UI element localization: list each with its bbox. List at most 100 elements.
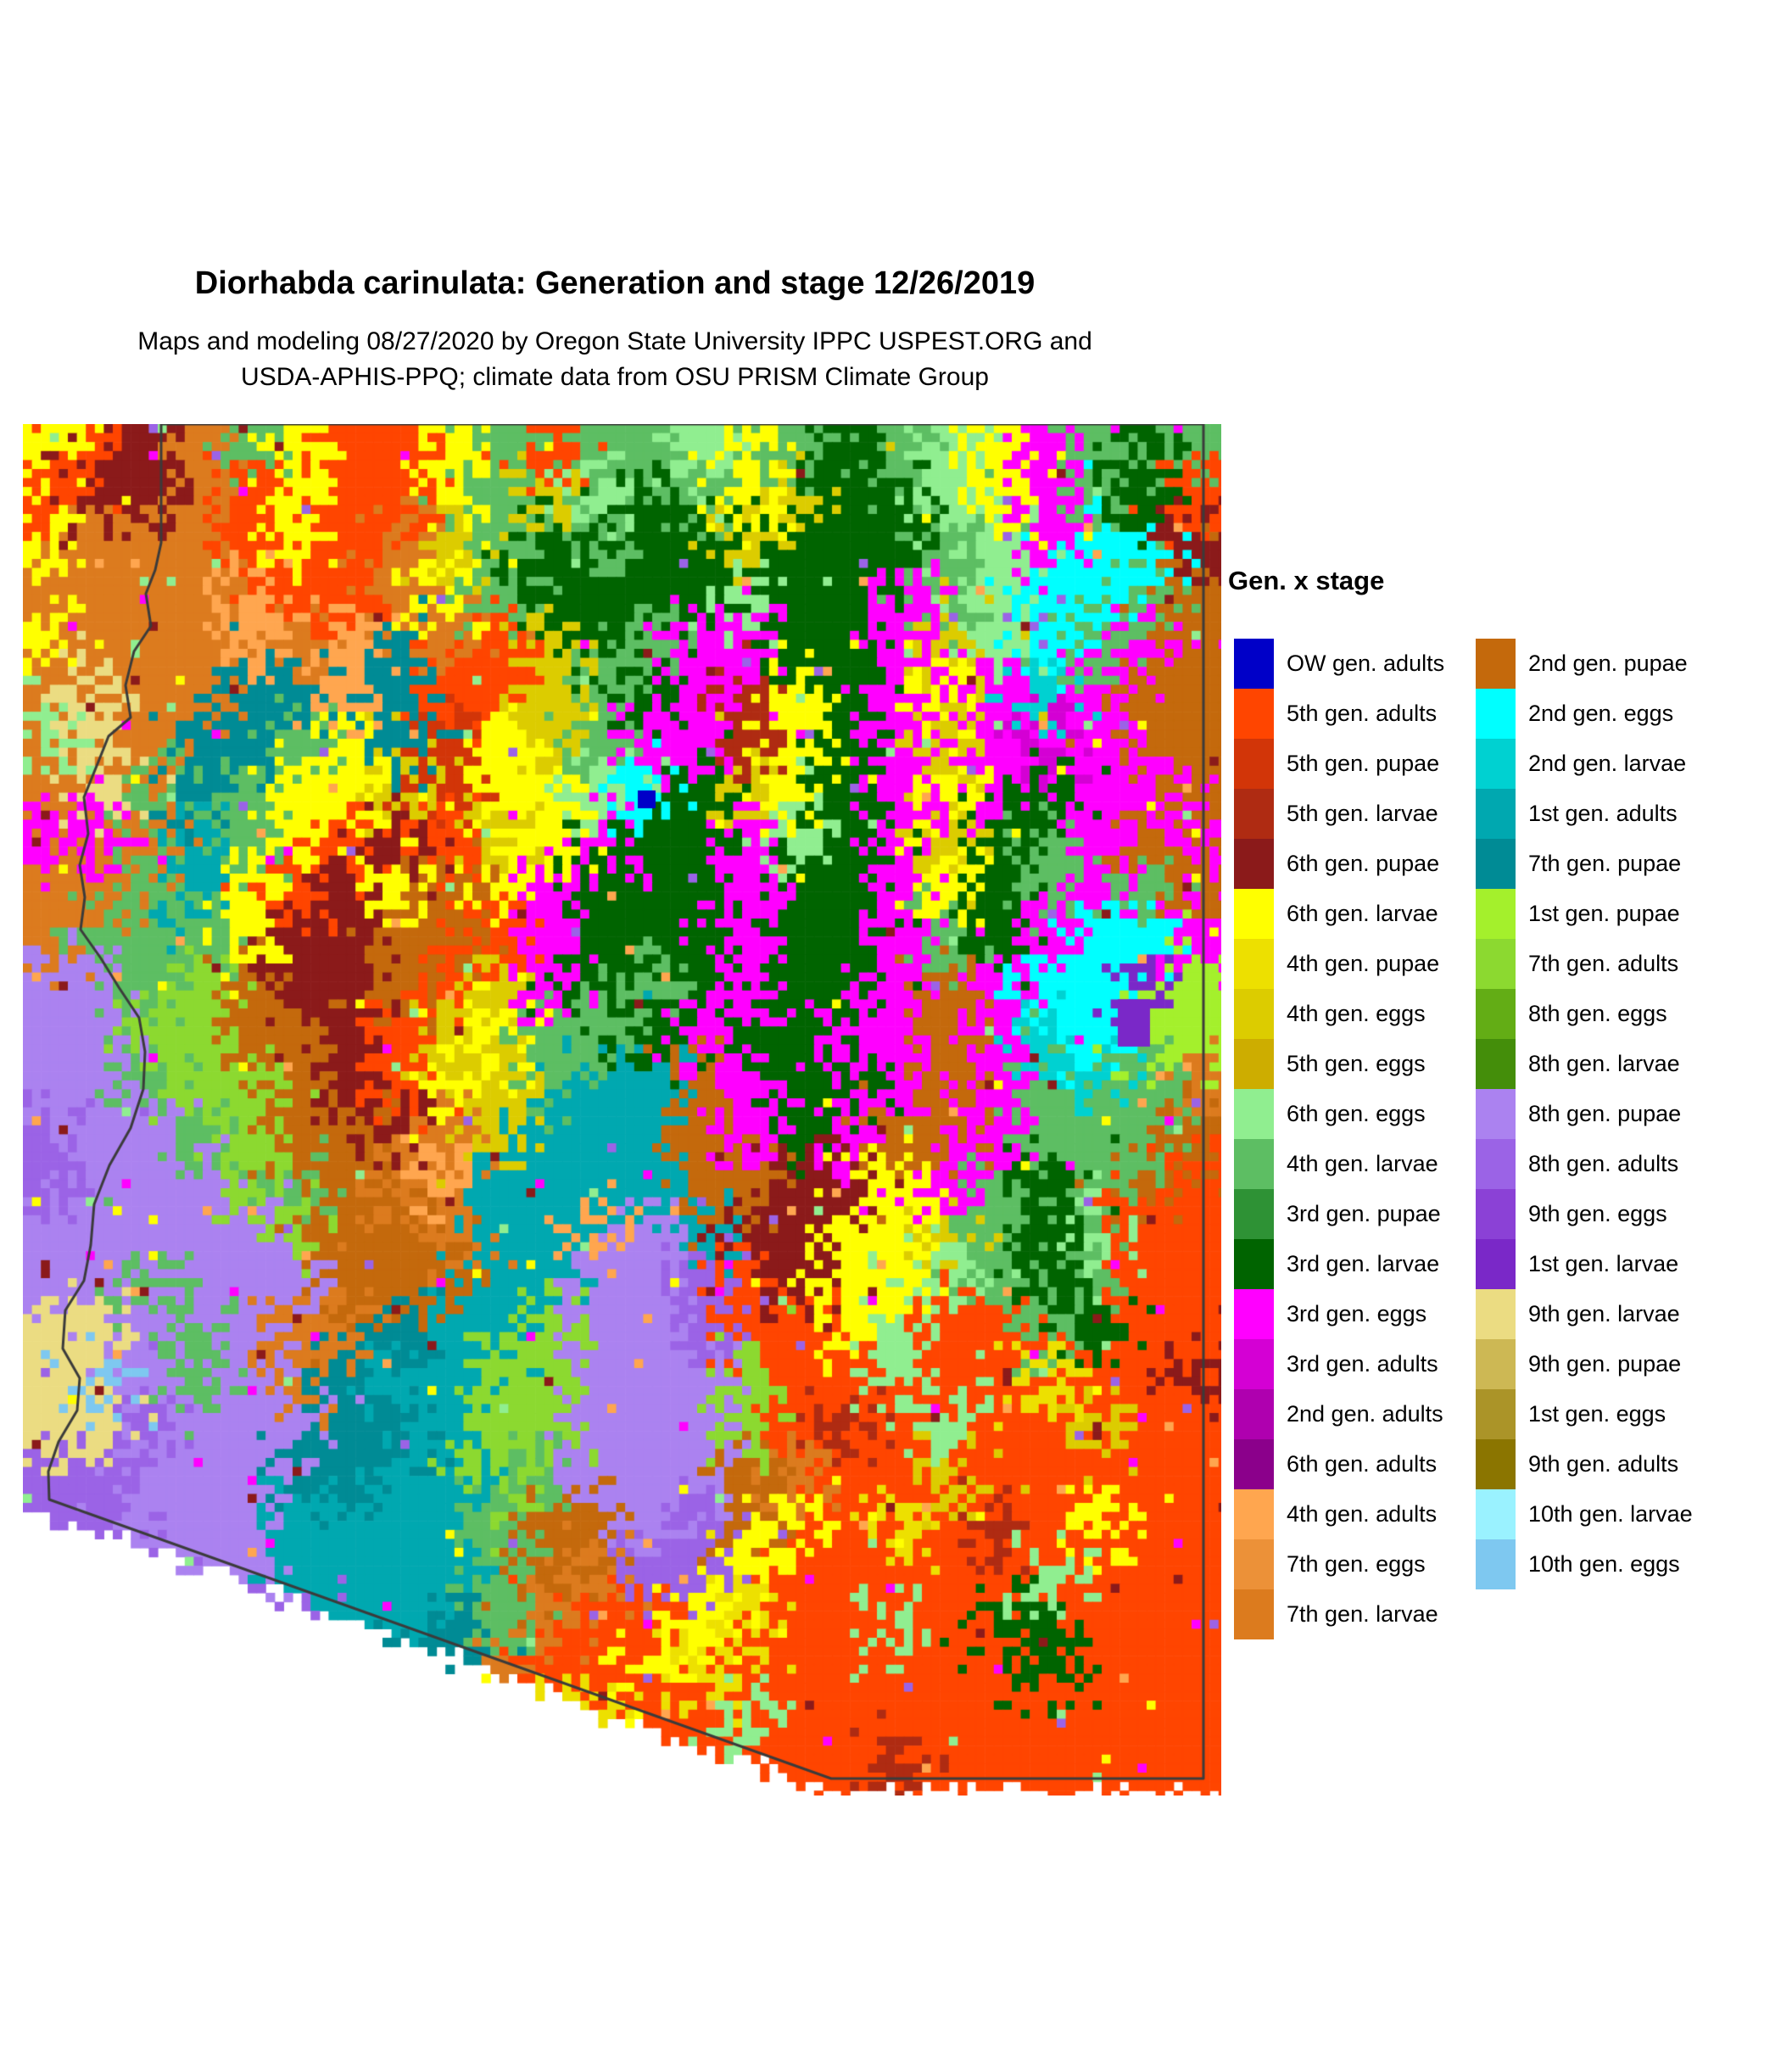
legend-swatch — [1476, 1289, 1516, 1339]
legend-item: 2nd gen. larvae — [1476, 739, 1693, 789]
legend-item: 1st gen. adults — [1476, 789, 1693, 839]
legend-swatch — [1234, 1289, 1274, 1339]
legend-item: 3rd gen. larvae — [1234, 1239, 1444, 1289]
legend-swatch — [1234, 1389, 1274, 1439]
legend-item: 4th gen. eggs — [1234, 989, 1444, 1039]
legend-swatch — [1476, 1539, 1516, 1589]
header: Diorhabda carinulata: Generation and sta… — [25, 265, 1204, 395]
legend-column: 2nd gen. pupae 2nd gen. eggs 2nd gen. larv… — [1476, 639, 1693, 1589]
legend-swatch — [1476, 839, 1516, 889]
legend-swatch — [1476, 939, 1516, 989]
legend-item: 3rd gen. pupae — [1234, 1189, 1444, 1239]
legend-item: 10th gen. eggs — [1476, 1539, 1693, 1589]
legend-item: 9th gen. larvae — [1476, 1289, 1693, 1339]
legend-item: 10th gen. larvae — [1476, 1489, 1693, 1539]
legend-item-label: 7th gen. eggs — [1287, 1551, 1426, 1577]
legend-swatch — [1476, 689, 1516, 739]
legend-item: 7th gen. adults — [1476, 939, 1693, 989]
legend-swatch — [1234, 1239, 1274, 1289]
legend-item: 3rd gen. eggs — [1234, 1289, 1444, 1339]
legend-item: 6th gen. adults — [1234, 1439, 1444, 1489]
legend-item-label: 3rd gen. pupae — [1287, 1201, 1441, 1226]
legend-item-label: 10th gen. larvae — [1528, 1501, 1693, 1527]
legend-item: OW gen. adults — [1234, 639, 1444, 689]
legend-swatch — [1476, 1239, 1516, 1289]
legend-item: 4th gen. pupae — [1234, 939, 1444, 989]
legend: Gen. x stage OW gen. adults 5th gen. adul… — [1228, 566, 1771, 1639]
legend-item-label: OW gen. adults — [1287, 651, 1445, 676]
legend-swatch — [1476, 1489, 1516, 1539]
subtitle-line-2: USDA-APHIS-PPQ; climate data from OSU PR… — [241, 363, 989, 391]
legend-item: 8th gen. larvae — [1476, 1039, 1693, 1089]
legend-item-label: 4th gen. eggs — [1287, 1001, 1426, 1026]
legend-swatch — [1234, 739, 1274, 789]
subtitle-line-1: Maps and modeling 08/27/2020 by Oregon S… — [137, 327, 1092, 355]
legend-item-label: 5th gen. eggs — [1287, 1051, 1426, 1076]
legend-item-label: 6th gen. pupae — [1287, 851, 1440, 876]
legend-swatch — [1234, 1089, 1274, 1139]
legend-item-label: 9th gen. eggs — [1528, 1201, 1667, 1226]
legend-swatch — [1476, 1389, 1516, 1439]
legend-item: 4th gen. adults — [1234, 1489, 1444, 1539]
legend-item: 1st gen. pupae — [1476, 889, 1693, 939]
legend-item-label: 8th gen. adults — [1528, 1151, 1679, 1176]
legend-swatch — [1234, 989, 1274, 1039]
legend-swatch — [1234, 639, 1274, 689]
legend-item: 2nd gen. pupae — [1476, 639, 1693, 689]
legend-swatch — [1476, 1039, 1516, 1089]
legend-item-label: 1st gen. eggs — [1528, 1401, 1667, 1427]
legend-swatch — [1234, 1539, 1274, 1589]
legend-swatch — [1476, 1439, 1516, 1489]
legend-item: 1st gen. larvae — [1476, 1239, 1693, 1289]
legend-item-label: 7th gen. adults — [1528, 951, 1679, 976]
legend-item-label: 3rd gen. larvae — [1287, 1251, 1440, 1276]
legend-item: 6th gen. pupae — [1234, 839, 1444, 889]
legend-swatch — [1476, 1089, 1516, 1139]
legend-swatch — [1234, 689, 1274, 739]
legend-item-label: 5th gen. larvae — [1287, 801, 1438, 826]
legend-item-label: 5th gen. pupae — [1287, 751, 1440, 776]
legend-item-label: 2nd gen. eggs — [1528, 701, 1674, 726]
legend-swatch — [1234, 789, 1274, 839]
legend-item-label: 3rd gen. adults — [1287, 1351, 1438, 1377]
legend-column: OW gen. adults 5th gen. adults 5th gen. pu… — [1234, 639, 1444, 1639]
legend-item-label: 3rd gen. eggs — [1287, 1301, 1427, 1326]
legend-item-label: 1st gen. larvae — [1528, 1251, 1679, 1276]
legend-item: 5th gen. eggs — [1234, 1039, 1444, 1089]
legend-swatch — [1234, 1589, 1274, 1639]
legend-item-label: 2nd gen. larvae — [1528, 751, 1687, 776]
legend-item-label: 2nd gen. pupae — [1528, 651, 1688, 676]
legend-item: 4th gen. larvae — [1234, 1139, 1444, 1189]
legend-item: 9th gen. pupae — [1476, 1339, 1693, 1389]
legend-item-label: 10th gen. eggs — [1528, 1551, 1680, 1577]
legend-item: 8th gen. adults — [1476, 1139, 1693, 1189]
legend-title: Gen. x stage — [1228, 566, 1385, 595]
legend-item: 7th gen. larvae — [1234, 1589, 1444, 1639]
legend-item: 9th gen. eggs — [1476, 1189, 1693, 1239]
legend-swatch — [1234, 889, 1274, 939]
legend-item-label: 5th gen. adults — [1287, 701, 1438, 726]
legend-swatch — [1476, 889, 1516, 939]
legend-item-label: 7th gen. larvae — [1287, 1601, 1438, 1627]
legend-swatch — [1476, 739, 1516, 789]
legend-item-label: 2nd gen. adults — [1287, 1401, 1443, 1427]
legend-item-label: 4th gen. larvae — [1287, 1151, 1438, 1176]
legend-swatch — [1476, 1339, 1516, 1389]
legend-item-label: 1st gen. adults — [1528, 801, 1678, 826]
legend-item-label: 9th gen. adults — [1528, 1451, 1679, 1477]
legend-item-label: 6th gen. adults — [1287, 1451, 1438, 1477]
legend-item: 6th gen. eggs — [1234, 1089, 1444, 1139]
legend-item-label: 8th gen. eggs — [1528, 1001, 1667, 1026]
arizona-phenology-map — [23, 424, 1221, 1796]
legend-item: 7th gen. pupae — [1476, 839, 1693, 889]
legend-swatch — [1234, 1189, 1274, 1239]
legend-swatch — [1476, 789, 1516, 839]
legend-item-label: 4th gen. pupae — [1287, 951, 1440, 976]
legend-item-label: 8th gen. larvae — [1528, 1051, 1680, 1076]
legend-swatch — [1234, 1139, 1274, 1189]
legend-item: 8th gen. pupae — [1476, 1089, 1693, 1139]
legend-swatch — [1476, 1189, 1516, 1239]
legend-item-label: 9th gen. pupae — [1528, 1351, 1682, 1377]
legend-item-label: 6th gen. eggs — [1287, 1101, 1426, 1126]
